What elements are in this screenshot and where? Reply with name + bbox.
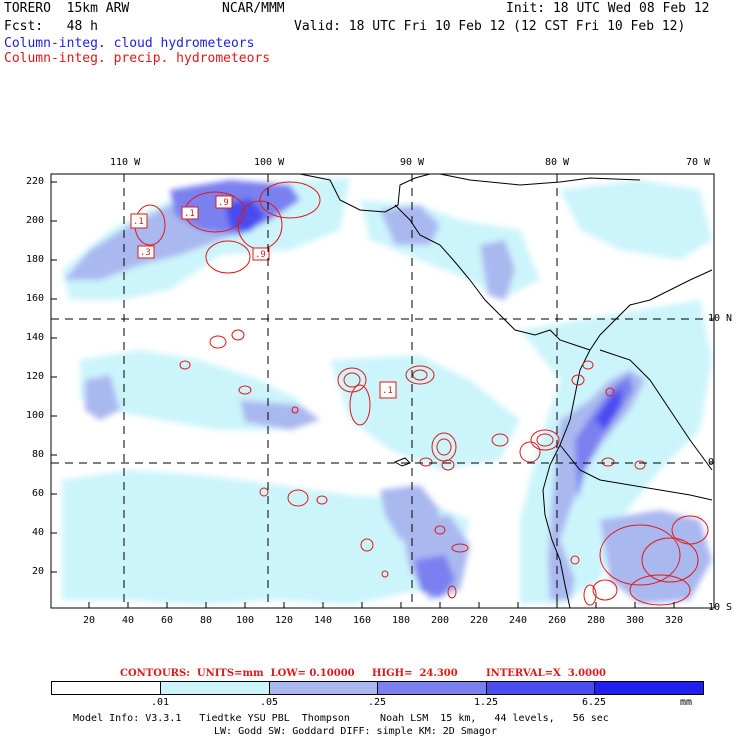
lon-label-80w: 80 W: [545, 157, 570, 168]
contour-label-boxes: [130, 195, 397, 399]
x-tick: 280: [587, 615, 606, 626]
y-tick: 40: [32, 527, 45, 538]
legend-value: 1.25: [474, 697, 499, 708]
contour-label: .1: [133, 217, 144, 227]
model-info: Model Info: V3.3.1 Tiedtke YSU PBL Thomp…: [73, 713, 609, 724]
cloud-shading: [62, 178, 712, 605]
lat-label-0: 0: [708, 457, 715, 468]
forecast-hour: Fcst: 48 h: [4, 19, 98, 34]
legend-bin-1: [160, 681, 269, 695]
coastlines: [299, 174, 713, 608]
y-tick: 20: [32, 566, 45, 577]
legend-value: .01: [151, 697, 170, 708]
x-tick: 320: [665, 615, 684, 626]
init-time: Init: 18 UTC Wed 08 Feb 12: [506, 1, 710, 16]
lon-label-70w: 70 W: [686, 157, 711, 168]
valid-time: Valid: 18 UTC Fri 10 Feb 12 (12 CST Fri …: [294, 19, 686, 34]
x-tick: 20: [83, 615, 96, 626]
contour-label: .1: [184, 209, 195, 219]
x-tick: 220: [470, 615, 489, 626]
x-tick: 40: [122, 615, 135, 626]
lon-label-100w: 100 W: [254, 157, 285, 168]
contour-label: .3: [140, 248, 151, 258]
model-physics: LW: Godd SW: Goddard DIFF: simple KM: 2D…: [214, 726, 497, 737]
field-cloud-label: Column-integ. cloud hydrometeors: [4, 36, 255, 51]
y-tick: 80: [32, 449, 45, 460]
legend-units: mm: [680, 697, 693, 708]
contour-high: HIGH= 24.300: [372, 668, 458, 679]
x-tick: 80: [200, 615, 213, 626]
field-precip-label: Column-integ. precip. hydrometeors: [4, 51, 271, 66]
legend-value: .05: [260, 697, 279, 708]
contour-label: .9: [255, 250, 266, 260]
contour-interval: INTERVAL=X 3.0000: [486, 668, 606, 679]
contour-label: .9: [218, 198, 229, 208]
contour-label: .1: [382, 386, 393, 396]
latlon-grid: [51, 174, 714, 608]
precip-contours: [134, 181, 709, 606]
x-tick: 200: [431, 615, 450, 626]
legend-bin-5: [594, 681, 704, 695]
y-tick: 220: [26, 176, 45, 187]
y-tick: 180: [26, 254, 45, 265]
x-tick: 300: [626, 615, 645, 626]
x-tick: 240: [509, 615, 528, 626]
y-tick: 120: [26, 371, 45, 382]
lon-label-90w: 90 W: [400, 157, 425, 168]
x-tick: 60: [161, 615, 174, 626]
legend-bin-0: [51, 681, 160, 695]
legend-value: .25: [368, 697, 387, 708]
y-tick: 160: [26, 293, 45, 304]
y-tick: 60: [32, 488, 45, 499]
model-title: TORERO 15km ARW: [4, 1, 130, 16]
legend-bin-4: [486, 681, 594, 695]
x-tick: 120: [275, 615, 294, 626]
y-tick: 140: [26, 332, 45, 343]
legend-bin-2: [269, 681, 377, 695]
x-tick: 260: [548, 615, 567, 626]
legend-bin-3: [377, 681, 486, 695]
x-tick: 160: [353, 615, 372, 626]
y-tick: 200: [26, 215, 45, 226]
legend-value: 6.25: [582, 697, 607, 708]
contour-info: CONTOURS: UNITS=mm LOW= 0.10000: [120, 668, 355, 679]
lat-label-10s: 10 S: [708, 602, 733, 613]
lon-label-110w: 110 W: [110, 157, 141, 168]
x-tick: 140: [314, 615, 333, 626]
x-tick: 100: [236, 615, 255, 626]
lat-label-10n: 10 N: [708, 313, 733, 324]
x-tick: 180: [392, 615, 411, 626]
plot-frame: [50, 173, 715, 609]
y-tick: 100: [26, 410, 45, 421]
frame-ticks: [51, 181, 675, 608]
center-label: NCAR/MMM: [222, 1, 285, 16]
